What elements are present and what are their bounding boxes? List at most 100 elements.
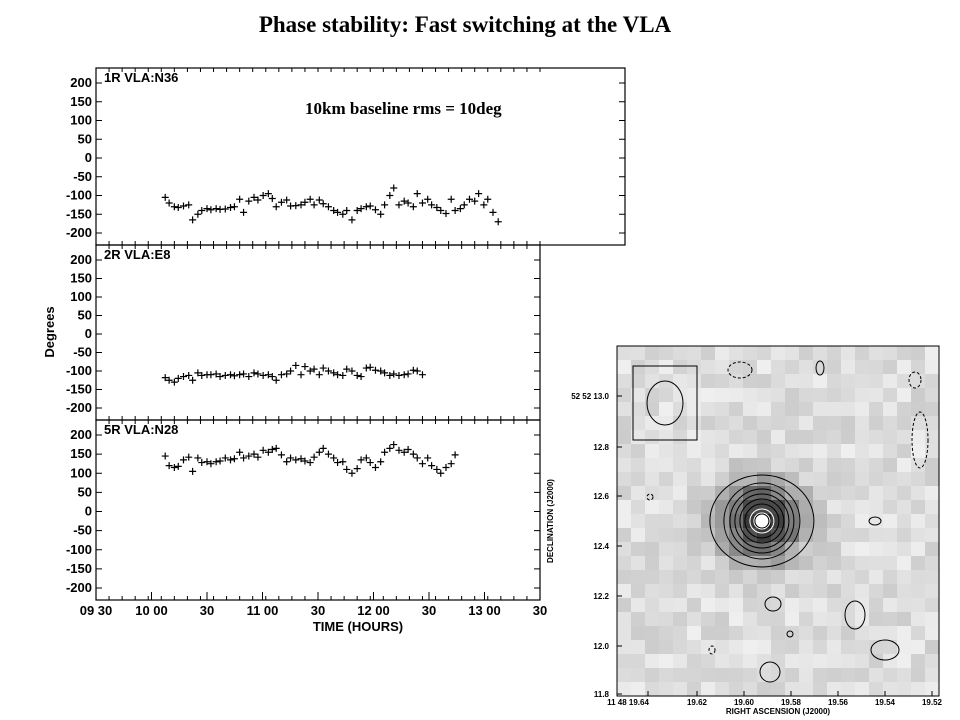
image-pixel [701,640,716,655]
data-point [395,201,403,209]
image-pixel [869,360,884,375]
image-pixel [673,668,688,683]
data-point [494,218,502,226]
image-pixel [799,388,814,403]
image-pixel [631,598,646,613]
image-pixel [617,514,632,529]
image-pixel [925,374,940,389]
image-pixel [631,584,646,599]
data-point [264,371,272,379]
image-pixel [883,374,898,389]
image-pixel [645,514,660,529]
image-pixel [827,444,842,459]
data-point [310,365,318,373]
image-pixel [701,374,716,389]
image-pixel [869,528,884,543]
image-pixel [687,472,702,487]
image-pixel [911,444,926,459]
image-pixel [799,626,814,641]
data-point [301,198,309,206]
image-pixel [855,360,870,375]
image-pixel [687,360,702,375]
dec-tick-label: 12.2 [593,592,609,601]
image-pixel [883,360,898,375]
contour-line [723,482,801,560]
image-pixel [631,500,646,515]
image-pixel [813,626,828,641]
image-pixel [813,584,828,599]
data-point [315,371,323,379]
data-point [287,367,295,375]
source-image-panel: 52 52 13.0 12.8 12.6 12.4 12.2 12.0 11.811 48 … [546,338,960,718]
image-pixel [827,542,842,557]
image-pixel [785,430,800,445]
data-point [185,371,193,379]
image-pixel [841,570,856,585]
image-pixel [617,668,632,683]
image-pixel [841,612,856,627]
image-pixel [687,458,702,473]
image-pixel [855,444,870,459]
image-pixel [701,430,716,445]
y-tick-label: -100 [66,363,92,378]
ra-tick-label: 19.58 [781,698,802,707]
data-point [386,444,394,452]
image-pixel [855,556,870,571]
image-pixel [827,360,842,375]
image-pixel [757,444,772,459]
image-pixel [715,612,730,627]
image-pixel [701,416,716,431]
image-pixel [827,528,842,543]
image-pixel [729,346,744,361]
image-pixel [827,486,842,501]
image-pixel [729,458,744,473]
image-pixel [757,542,772,557]
image-pixel [925,416,940,431]
image-pixel [841,542,856,557]
image-pixel [715,570,730,585]
image-pixel [897,500,912,515]
image-pixel [757,346,772,361]
image-pixel [617,374,632,389]
image-pixel [715,402,730,417]
data-point [198,371,206,379]
contour-line-dashed [908,371,922,389]
image-pixel [645,388,660,403]
image-pixel [631,388,646,403]
image-pixel [617,360,632,375]
image-pixel [897,346,912,361]
image-pixel [799,430,814,445]
data-point [236,195,244,203]
image-pixel [841,654,856,669]
image-pixel [757,500,772,515]
image-pixel [617,556,632,571]
data-point [339,210,347,218]
image-pixel [813,542,828,557]
image-pixel [869,542,884,557]
y-tick-label: -200 [66,225,92,240]
image-pixel [911,402,926,417]
image-pixel [631,626,646,641]
image-pixel [687,584,702,599]
image-pixel [659,612,674,627]
data-point [395,371,403,379]
image-pixel [897,402,912,417]
image-pixel [925,528,940,543]
image-pixel [869,416,884,431]
image-pixel [813,500,828,515]
image-pixel [883,486,898,501]
image-pixel [687,500,702,515]
image-pixel [673,514,688,529]
contour-line [844,600,866,630]
image-pixel [827,640,842,655]
data-point [203,458,211,466]
image-pixel [729,416,744,431]
image-pixel [771,584,786,599]
data-point [381,201,389,209]
image-pixel [645,598,660,613]
data-point [240,208,248,216]
data-point [437,469,445,477]
image-pixel [715,360,730,375]
image-pixel [855,388,870,403]
image-pixel [813,360,828,375]
